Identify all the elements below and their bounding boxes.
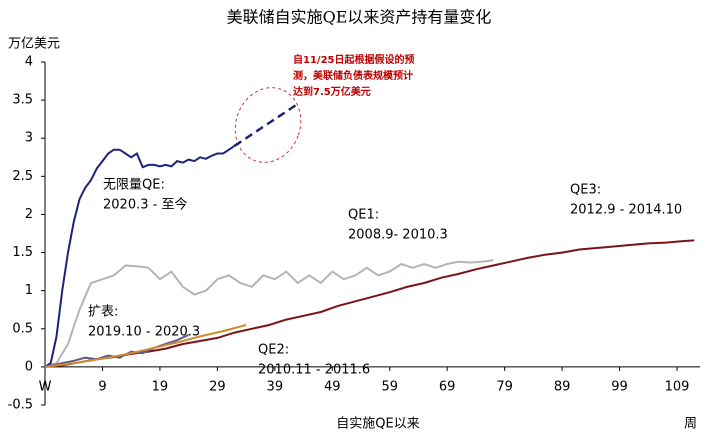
series-name: QE1: bbox=[348, 208, 379, 223]
series-period: 2020.3 - 至今 bbox=[103, 197, 187, 213]
x-tick-label: 59 bbox=[381, 379, 398, 394]
x-tick-label: 79 bbox=[496, 379, 513, 394]
series-period: 2008.9- 2010.3 bbox=[348, 228, 448, 243]
x-tick-label: 109 bbox=[665, 379, 690, 394]
y-tick-label: 1.5 bbox=[12, 245, 33, 260]
series-name: QE3: bbox=[570, 183, 601, 198]
x-tick-label: 39 bbox=[267, 379, 284, 394]
x-tick-label: W bbox=[39, 379, 52, 394]
forecast-note: 测，美联储负债表规模预计 bbox=[293, 69, 413, 82]
x-axis-label: 自实施QE以来 bbox=[336, 417, 419, 432]
series-name: 无限量QE: bbox=[103, 178, 165, 193]
x-tick-label: 19 bbox=[152, 379, 169, 394]
series-period: 2012.9 - 2014.10 bbox=[570, 203, 682, 218]
series-line bbox=[233, 102, 299, 147]
series-period: 2010.11 - 2011.6 bbox=[258, 363, 370, 378]
x-tick-label: 29 bbox=[209, 379, 226, 394]
series-period: 2019.10 - 2020.3 bbox=[88, 325, 200, 340]
x-tick-label: 9 bbox=[98, 379, 106, 394]
y-tick-label: 0 bbox=[25, 359, 33, 374]
x-tick-label: 99 bbox=[611, 379, 628, 394]
y-tick-label: 3 bbox=[25, 131, 33, 146]
forecast-note: 自11/25日起根据假设的预 bbox=[293, 53, 414, 66]
x-tick-label: 69 bbox=[439, 379, 456, 394]
y-tick-label: 4 bbox=[25, 55, 33, 70]
y-tick-label: -0.5 bbox=[8, 398, 33, 413]
x-axis-unit: 周 bbox=[684, 417, 697, 432]
y-tick-label: 2 bbox=[25, 207, 33, 222]
x-tick-label: 89 bbox=[554, 379, 571, 394]
forecast-note: 达到7.5万亿美元 bbox=[293, 85, 371, 98]
series-line bbox=[44, 324, 247, 368]
highlight-ellipse bbox=[234, 87, 302, 163]
series-line bbox=[44, 144, 236, 368]
y-tick-label: 1 bbox=[25, 283, 33, 298]
series-line bbox=[44, 239, 695, 368]
series-line bbox=[44, 333, 190, 368]
series-name: QE2: bbox=[258, 343, 289, 358]
y-tick-label: 0.5 bbox=[12, 321, 33, 336]
x-tick-label: 49 bbox=[324, 379, 341, 394]
y-tick-label: 2.5 bbox=[12, 169, 33, 184]
y-axis-label: 万亿美元 bbox=[8, 37, 60, 52]
series-line bbox=[44, 259, 494, 368]
chart-title: 美联储自实施QE以来资产持有量变化 bbox=[227, 8, 492, 27]
series-name: 扩表: bbox=[88, 305, 118, 320]
y-tick-label: 3.5 bbox=[12, 93, 33, 108]
